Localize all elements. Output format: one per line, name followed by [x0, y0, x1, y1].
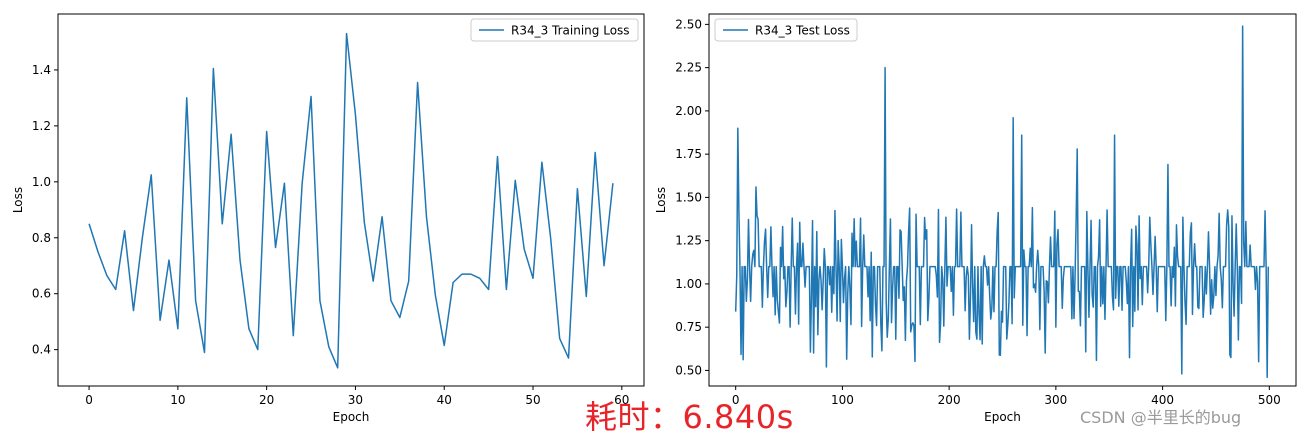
x-axis-label: Epoch: [333, 410, 370, 424]
plot-frame: [57, 13, 645, 387]
y-axis-label: Loss: [654, 187, 668, 213]
y-tick-label: 0.8: [32, 231, 51, 245]
x-tick-label: 300: [1044, 393, 1067, 407]
x-tick-label: 10: [170, 393, 185, 407]
training-loss-chart: 0 10 20 30 40 50 60 0.4 0.6 0.8 1.0 1.2 1.4 Epoch Loss…: [11, 13, 645, 424]
x-tick-label: 0: [85, 393, 93, 407]
x-tick-label: 50: [525, 393, 540, 407]
y-tick-label: 2.25: [675, 61, 702, 75]
y-tick-label: 1.2: [32, 119, 51, 133]
y-tick-label: 1.4: [32, 63, 51, 77]
y-tick-label: 1.25: [675, 234, 702, 248]
legend-box: [714, 18, 858, 42]
legend: R34_3 Test Loss: [714, 18, 858, 42]
y-tick-label: 0.75: [675, 320, 702, 334]
x-tick-label: 0: [732, 393, 740, 407]
x-tick-label: 30: [348, 393, 363, 407]
y-axis-label: Loss: [11, 187, 25, 213]
x-axis-label: Epoch: [984, 410, 1021, 424]
y-tick-label: 2.00: [675, 104, 702, 118]
y-tick-label: 1.50: [675, 190, 702, 204]
y-tick-label: 1.0: [32, 175, 51, 189]
series-line-1: [734, 25, 1269, 379]
elapsed-time-label: 耗时：6.840s: [585, 398, 794, 436]
x-tick-label: 20: [259, 393, 274, 407]
x-tick-label: 100: [831, 393, 854, 407]
series-line-1: [88, 32, 614, 369]
y-tick-label: 2.50: [675, 17, 702, 31]
test-loss-chart: 0 100 200 300 400 500 0.50 0.75 1.00 1.25 1.50 1.75…: [654, 13, 1297, 424]
x-tick-label: 400: [1151, 393, 1174, 407]
x-tick-label: 40: [437, 393, 452, 407]
x-tick-label: 200: [938, 393, 961, 407]
y-tick-label: 1.75: [675, 147, 702, 161]
x-tick-label: 500: [1258, 393, 1281, 407]
csdn-watermark: CSDN @半里长的bug: [1080, 408, 1242, 427]
y-tick-label: 1.00: [675, 277, 702, 291]
legend-label: R34_3 Test Loss: [755, 24, 850, 38]
y-tick-label: 0.4: [32, 343, 51, 357]
y-tick-label: 0.50: [675, 363, 702, 377]
legend-box: [470, 18, 639, 42]
x-tick-label: 60: [614, 393, 629, 407]
plot-frame: [708, 13, 1297, 387]
y-tick-label: 0.6: [32, 287, 51, 301]
legend: R34_3 Training Loss: [470, 18, 639, 42]
legend-label: R34_3 Training Loss: [511, 24, 630, 38]
